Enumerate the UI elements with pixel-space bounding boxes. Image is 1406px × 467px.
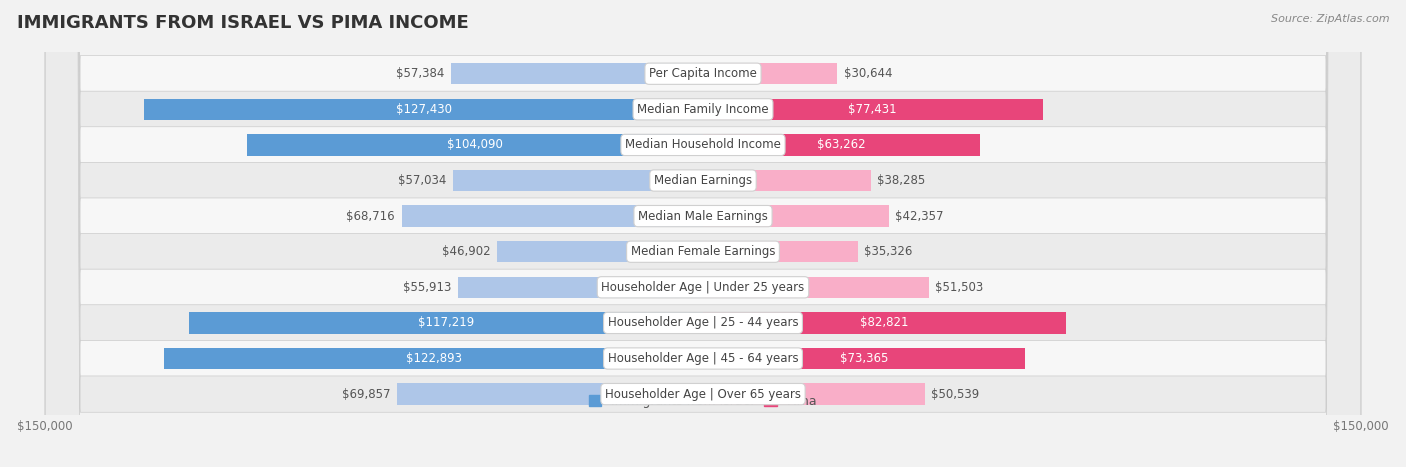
FancyBboxPatch shape [45,0,1361,467]
Text: $127,430: $127,430 [395,103,451,116]
Bar [453,170,703,191]
Text: Householder Age | Over 65 years: Householder Age | Over 65 years [605,388,801,401]
Text: $77,431: $77,431 [848,103,897,116]
FancyBboxPatch shape [45,0,1361,467]
Bar [703,276,929,298]
Text: $38,285: $38,285 [877,174,925,187]
Bar [703,312,1066,333]
Bar [165,348,703,369]
Bar [145,99,703,120]
Bar [396,383,703,405]
Text: $35,326: $35,326 [865,245,912,258]
Text: $30,644: $30,644 [844,67,893,80]
Text: Median Male Earnings: Median Male Earnings [638,210,768,223]
Legend: Immigrants from Israel, Pima: Immigrants from Israel, Pima [583,390,823,413]
Text: $46,902: $46,902 [441,245,491,258]
Text: $117,219: $117,219 [418,317,474,329]
Text: $55,913: $55,913 [404,281,451,294]
Bar [188,312,703,333]
Text: Median Family Income: Median Family Income [637,103,769,116]
Text: IMMIGRANTS FROM ISRAEL VS PIMA INCOME: IMMIGRANTS FROM ISRAEL VS PIMA INCOME [17,14,468,32]
Bar [703,99,1042,120]
FancyBboxPatch shape [45,0,1361,467]
FancyBboxPatch shape [45,0,1361,467]
Bar [458,276,703,298]
Text: $57,034: $57,034 [398,174,446,187]
Bar [703,241,858,262]
Text: $104,090: $104,090 [447,138,503,151]
Text: Median Female Earnings: Median Female Earnings [631,245,775,258]
Text: Per Capita Income: Per Capita Income [650,67,756,80]
Bar [703,383,925,405]
Text: $42,357: $42,357 [896,210,943,223]
Text: $51,503: $51,503 [935,281,984,294]
Text: $69,857: $69,857 [342,388,389,401]
FancyBboxPatch shape [45,0,1361,467]
Text: Median Earnings: Median Earnings [654,174,752,187]
Bar [498,241,703,262]
Bar [451,63,703,85]
Text: $57,384: $57,384 [396,67,444,80]
Bar [703,170,870,191]
Text: $68,716: $68,716 [346,210,395,223]
Text: Householder Age | 45 - 64 years: Householder Age | 45 - 64 years [607,352,799,365]
Bar [402,205,703,227]
Text: $50,539: $50,539 [931,388,980,401]
Bar [703,63,838,85]
Bar [703,134,980,156]
Text: $73,365: $73,365 [839,352,889,365]
Text: $122,893: $122,893 [405,352,461,365]
Bar [703,205,889,227]
FancyBboxPatch shape [45,0,1361,467]
FancyBboxPatch shape [45,0,1361,467]
Text: Householder Age | 25 - 44 years: Householder Age | 25 - 44 years [607,317,799,329]
Text: Source: ZipAtlas.com: Source: ZipAtlas.com [1271,14,1389,24]
Bar [246,134,703,156]
Text: $82,821: $82,821 [860,317,908,329]
FancyBboxPatch shape [45,0,1361,467]
FancyBboxPatch shape [45,0,1361,467]
Text: Median Household Income: Median Household Income [626,138,780,151]
Bar [703,348,1025,369]
Text: Householder Age | Under 25 years: Householder Age | Under 25 years [602,281,804,294]
Text: $63,262: $63,262 [817,138,866,151]
FancyBboxPatch shape [45,0,1361,467]
